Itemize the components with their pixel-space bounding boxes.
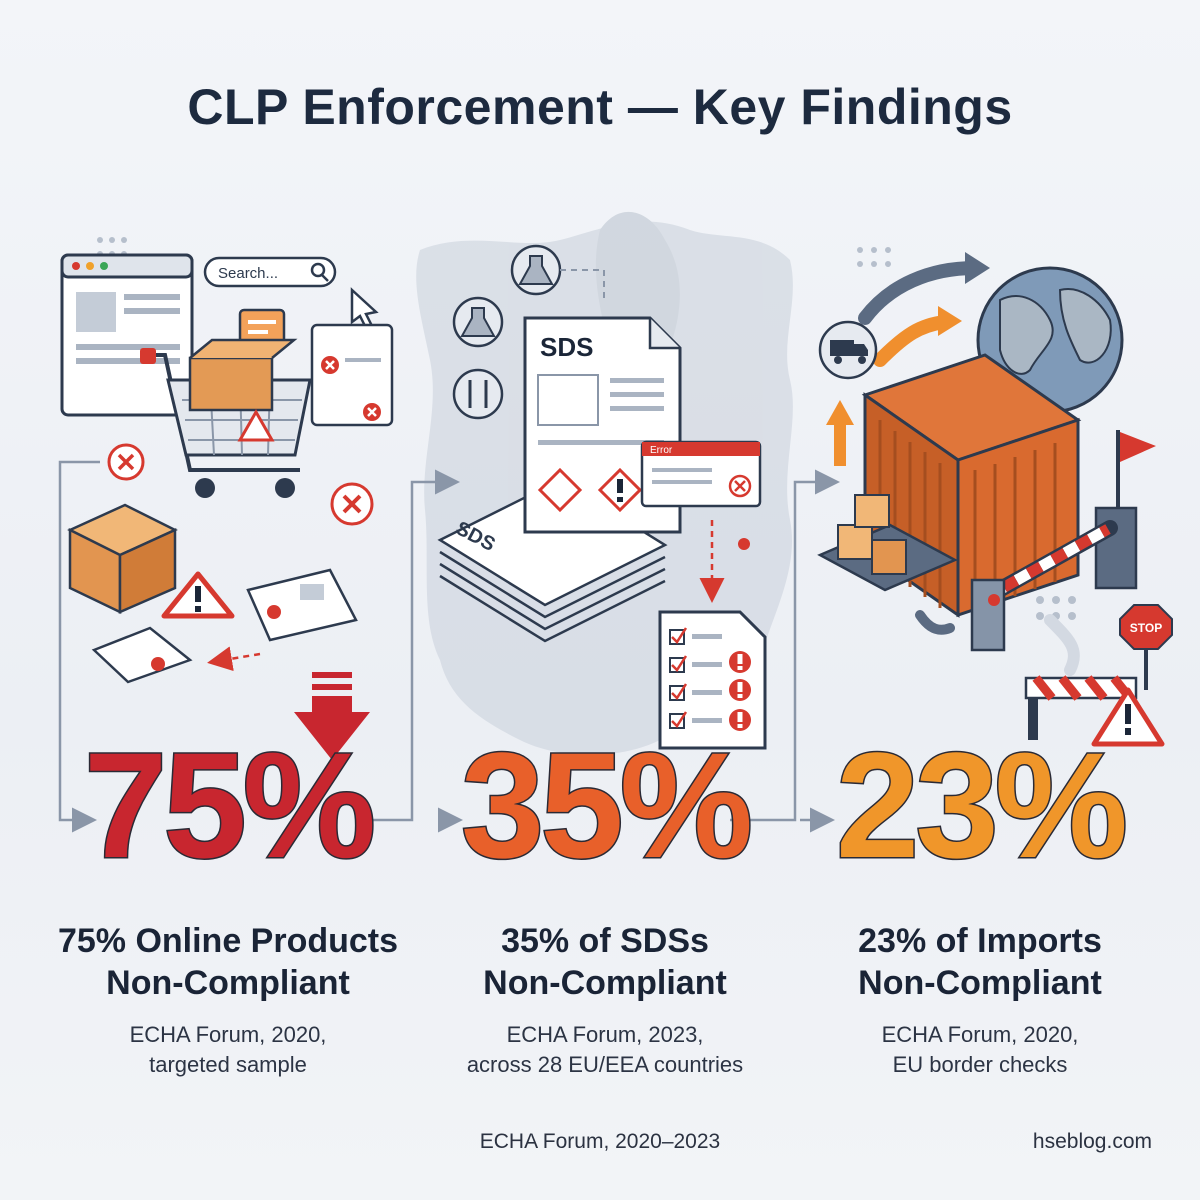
finding-source-line: EU border checks bbox=[892, 1052, 1068, 1077]
finding-imports: 23% 23% of Imports Non-Compliant ECHA Fo… bbox=[780, 721, 1180, 1080]
curved-arrow-icon bbox=[858, 261, 982, 325]
page-title: CLP Enforcement — Key Findings bbox=[187, 79, 1013, 135]
finding-headline-line: Non-Compliant bbox=[858, 964, 1102, 1002]
chat-bubble-icon bbox=[238, 308, 286, 346]
finding-source: ECHA Forum, 2020, targeted sample bbox=[28, 1020, 428, 1080]
finding-headline-line: 35% of SDSs bbox=[501, 922, 709, 960]
shipping-container-icon bbox=[861, 353, 1082, 618]
down-arrow-icon bbox=[294, 672, 370, 760]
finding-source-line: across 28 EU/EEA countries bbox=[466, 1052, 744, 1077]
footer-source: ECHA Forum, 2020–2023 bbox=[479, 1130, 721, 1153]
finding-headline-line: Non-Compliant bbox=[106, 964, 350, 1002]
stop-sign-label: STOP bbox=[1130, 621, 1162, 635]
error-dialog-icon: Error bbox=[640, 440, 762, 508]
finding-percentage: 23% bbox=[834, 721, 1129, 889]
finding-online-products: 75% 75% Online Products Non-Compliant EC… bbox=[28, 721, 428, 1080]
stop-sign-icon: STOP bbox=[1119, 604, 1173, 690]
shopping-cart-icon bbox=[140, 338, 312, 498]
search-placeholder: Search... bbox=[218, 265, 278, 282]
finding-percentage: 35% bbox=[459, 721, 754, 889]
cursor-icon bbox=[350, 287, 379, 330]
finding-headline-line: 23% of Imports bbox=[858, 922, 1102, 960]
finding-sds: 35% 35% of SDSs Non-Compliant ECHA Forum… bbox=[405, 721, 805, 1080]
error-window-icon bbox=[310, 323, 394, 427]
finding-headline: 75% Online Products Non-Compliant bbox=[28, 920, 428, 1004]
parcel-box-icon bbox=[67, 503, 178, 614]
finding-source-line: ECHA Forum, 2023, bbox=[506, 1022, 704, 1047]
red-flag-icon bbox=[1116, 430, 1156, 520]
checklist-icon bbox=[658, 610, 767, 750]
sds-doc-label: SDS bbox=[540, 332, 593, 362]
barrier-gate-icon bbox=[970, 506, 1138, 652]
finding-headline: 35% of SDSs Non-Compliant bbox=[405, 920, 805, 1004]
finding-source: ECHA Forum, 2020, EU border checks bbox=[780, 1020, 1180, 1080]
finding-source-line: ECHA Forum, 2020, bbox=[881, 1022, 1079, 1047]
pallet-boxes-icon bbox=[817, 494, 958, 592]
finding-percentage: 75% bbox=[82, 721, 377, 889]
road-barrier-icon bbox=[1024, 675, 1138, 740]
finding-headline-line: 75% Online Products bbox=[57, 922, 399, 960]
finding-headline: 23% of Imports Non-Compliant bbox=[780, 920, 1180, 1004]
torn-label-icon bbox=[91, 568, 358, 684]
finding-source-line: ECHA Forum, 2020, bbox=[129, 1022, 327, 1047]
warning-icon bbox=[161, 571, 235, 619]
lab-flask-icon bbox=[452, 244, 562, 420]
truck-icon bbox=[818, 320, 878, 380]
finding-source-line: targeted sample bbox=[149, 1052, 307, 1077]
warning-icon bbox=[1091, 687, 1165, 747]
browser-window-icon bbox=[60, 253, 194, 417]
error-dialog-title: Error bbox=[650, 445, 673, 456]
search-bar-icon: Search... bbox=[203, 256, 337, 288]
flow-connectors bbox=[58, 460, 840, 833]
footer-brand: hseblog.com bbox=[1032, 1130, 1152, 1153]
finding-headline-line: Non-Compliant bbox=[483, 964, 727, 1002]
finding-source: ECHA Forum, 2023, across 28 EU/EEA count… bbox=[405, 1020, 805, 1080]
